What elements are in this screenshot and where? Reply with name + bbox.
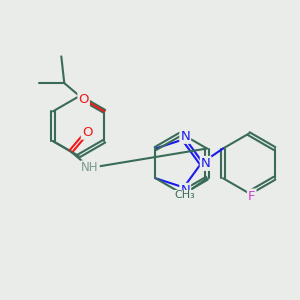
Text: O: O <box>78 93 89 106</box>
Text: N: N <box>180 184 190 197</box>
Text: NH: NH <box>81 161 99 174</box>
Text: O: O <box>82 126 92 139</box>
Text: N: N <box>180 130 190 143</box>
Text: N: N <box>201 157 211 170</box>
Text: CH₃: CH₃ <box>174 190 195 200</box>
Text: F: F <box>248 190 256 202</box>
